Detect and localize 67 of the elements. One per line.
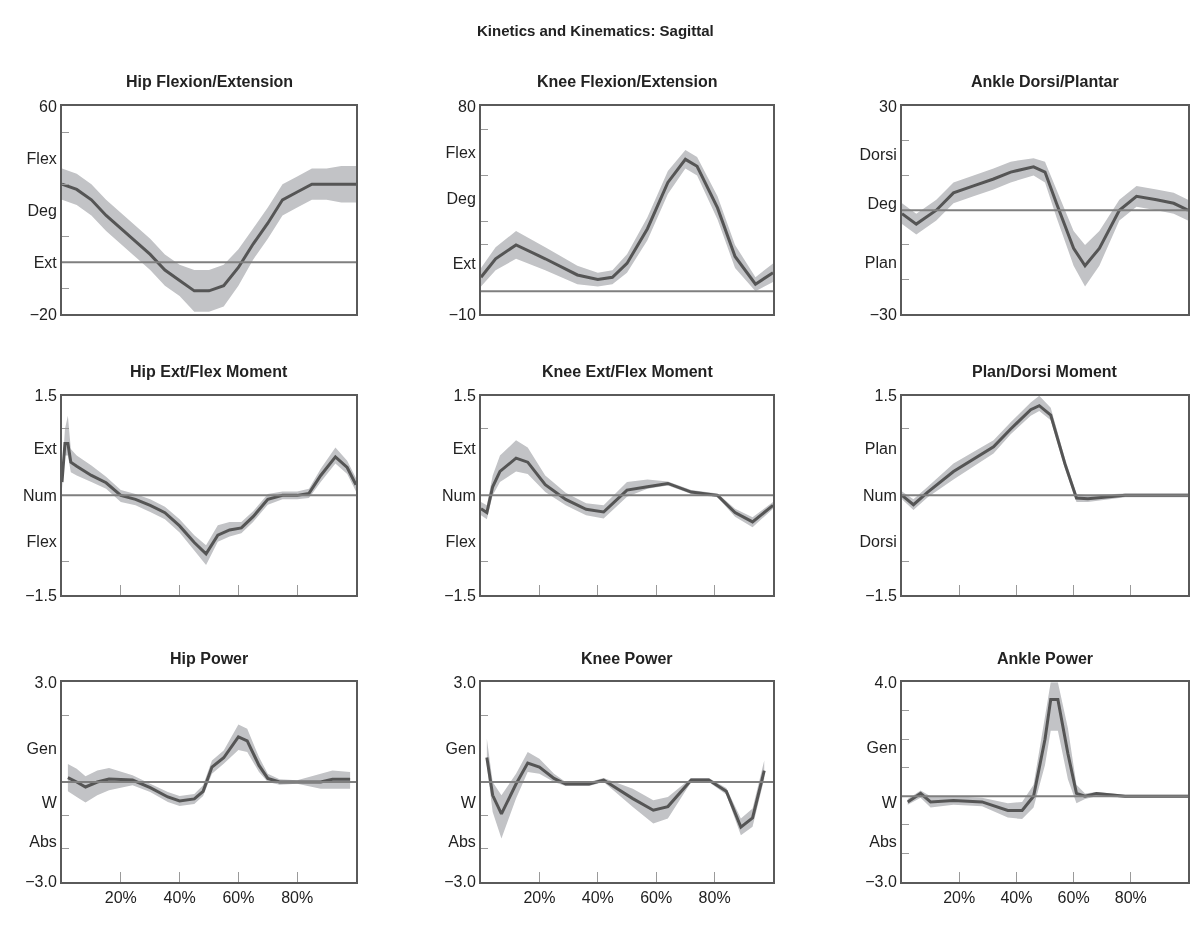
x-tick-label: 40% [581, 888, 614, 906]
text: Kinetics and Kinematics: Sagittal [477, 22, 714, 39]
y-tick-label: 80 [458, 97, 476, 115]
y-tick-label: W [460, 793, 477, 811]
y-tick-label: 1.5 [453, 387, 476, 405]
chart-title: Knee Power [581, 650, 673, 667]
chart-title: Knee Ext/Flex Moment [542, 363, 714, 380]
y-tick-label: Abs [29, 833, 57, 851]
y-tick-label: −1.5 [865, 586, 897, 604]
y-tick-label: Abs [448, 833, 476, 851]
x-tick-label: 40% [1000, 888, 1033, 906]
y-tick-label: 1.5 [874, 387, 897, 405]
y-tick-label: Deg [446, 190, 476, 208]
y-tick-label: 60 [39, 97, 57, 115]
y-tick-label: 3.0 [453, 673, 476, 691]
x-tick-label: 80% [1114, 888, 1147, 906]
chart-title: Ankle Power [997, 650, 1094, 667]
y-tick-label: W [41, 793, 58, 811]
y-tick-label: Plan [864, 253, 897, 271]
chart-title: Hip Power [170, 650, 249, 667]
x-tick-label: 60% [222, 888, 255, 906]
y-tick-label: Deg [27, 201, 57, 219]
y-tick-label: Num [23, 486, 57, 504]
chart-title: Hip Ext/Flex Moment [130, 363, 289, 380]
x-tick-label: 80% [698, 888, 731, 906]
y-tick-label: Ext [452, 440, 477, 458]
x-tick-label: 40% [163, 888, 196, 906]
chart-title: Ankle Dorsi/Plantar [971, 73, 1119, 90]
chart-title: Knee Flexion/Extension [537, 73, 718, 90]
y-tick-label: Dorsi [859, 533, 897, 551]
chart-title: Hip Flexion/Extension [126, 73, 294, 90]
y-tick-label: Flex [26, 533, 57, 551]
y-tick-label: −1.5 [444, 586, 476, 604]
y-tick-label: −30 [869, 305, 897, 323]
y-tick-label: −3.0 [25, 873, 57, 891]
y-tick-label: Ext [452, 254, 477, 272]
x-tick-label: 60% [1057, 888, 1090, 906]
y-tick-label: −3.0 [444, 873, 476, 891]
y-tick-label: −3.0 [865, 873, 897, 891]
x-tick-label: 20% [943, 888, 976, 906]
y-tick-label: Gen [866, 739, 897, 757]
y-tick-label: Gen [26, 740, 57, 758]
y-tick-label: Flex [445, 533, 476, 551]
y-tick-label: Deg [867, 194, 897, 212]
x-tick-label: 20% [104, 888, 137, 906]
x-tick-label: 20% [523, 888, 556, 906]
y-tick-label: −1.5 [25, 586, 57, 604]
chart-title: Plan/Dorsi Moment [972, 363, 1118, 380]
y-tick-label: Num [442, 486, 476, 504]
y-tick-label: −20 [29, 305, 57, 323]
y-tick-label: Dorsi [859, 146, 897, 164]
y-tick-label: Plan [864, 440, 897, 458]
y-tick-label: −10 [448, 305, 476, 323]
y-tick-label: 30 [879, 97, 897, 115]
y-tick-label: Abs [869, 833, 897, 851]
x-tick-label: 60% [640, 888, 673, 906]
y-tick-label: 4.0 [874, 673, 897, 691]
y-tick-label: 1.5 [34, 387, 57, 405]
y-tick-label: W [881, 793, 898, 811]
y-tick-label: Gen [445, 740, 476, 758]
x-tick-label: 80% [281, 888, 314, 906]
y-tick-label: Num [863, 486, 897, 504]
y-tick-label: Ext [33, 253, 58, 271]
y-tick-label: Flex [26, 149, 57, 167]
y-tick-label: Ext [33, 440, 58, 458]
y-tick-label: 3.0 [34, 673, 57, 691]
y-tick-label: Flex [445, 144, 476, 162]
